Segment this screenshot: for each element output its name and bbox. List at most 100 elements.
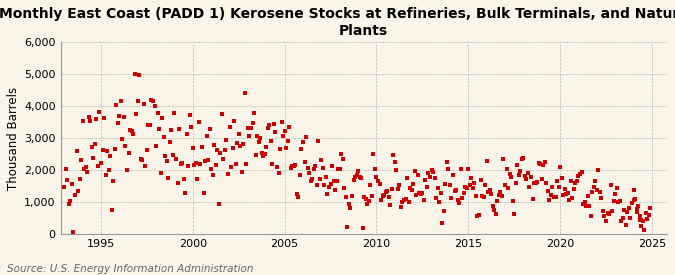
Point <box>591 188 602 192</box>
Point <box>311 183 322 187</box>
Point <box>76 158 86 162</box>
Point <box>111 103 122 107</box>
Point <box>166 128 177 132</box>
Point <box>244 133 255 138</box>
Point <box>596 196 607 200</box>
Point <box>306 176 317 181</box>
Point <box>183 163 194 168</box>
Point <box>160 153 171 158</box>
Point <box>221 138 232 142</box>
Point <box>252 134 263 139</box>
Point <box>334 167 345 172</box>
Point <box>595 190 605 194</box>
Point <box>284 125 294 129</box>
Point <box>92 163 103 168</box>
Point <box>68 230 79 235</box>
Point <box>493 192 504 197</box>
Point <box>328 179 339 183</box>
Point <box>539 160 550 165</box>
Point <box>331 179 342 183</box>
Point <box>298 140 308 145</box>
Point <box>613 200 624 205</box>
Point <box>636 224 647 229</box>
Point <box>325 182 336 186</box>
Point <box>449 189 460 193</box>
Point <box>194 120 205 125</box>
Point <box>373 179 383 183</box>
Point <box>79 167 90 171</box>
Point <box>189 163 200 167</box>
Point <box>230 161 241 166</box>
Point <box>339 186 350 190</box>
Point <box>261 144 271 149</box>
Point <box>437 220 448 225</box>
Point <box>620 223 631 228</box>
Point <box>631 210 642 214</box>
Point <box>134 73 144 77</box>
Point <box>74 177 85 181</box>
Point <box>438 208 449 213</box>
Point <box>394 183 405 187</box>
Point <box>420 177 431 182</box>
Point <box>466 176 477 180</box>
Point <box>99 116 109 120</box>
Point <box>632 204 643 208</box>
Point <box>489 207 500 212</box>
Point <box>356 176 367 180</box>
Point <box>558 192 568 197</box>
Point <box>142 147 153 152</box>
Point <box>406 188 417 192</box>
Point <box>227 145 238 150</box>
Point <box>531 181 541 185</box>
Point <box>561 192 572 196</box>
Point <box>327 164 338 168</box>
Point <box>589 185 599 189</box>
Point <box>115 99 126 103</box>
Point <box>377 193 388 198</box>
Point <box>612 186 622 191</box>
Point <box>322 192 333 197</box>
Point <box>65 199 76 203</box>
Point <box>113 121 124 125</box>
Point <box>461 186 472 190</box>
Point <box>201 134 212 138</box>
Point <box>178 177 189 182</box>
Point <box>516 156 527 161</box>
Point <box>300 135 311 139</box>
Point <box>537 176 547 181</box>
Point <box>434 199 445 204</box>
Point <box>495 189 506 194</box>
Point <box>374 182 385 186</box>
Point <box>143 123 154 128</box>
Point <box>248 111 259 116</box>
Point <box>351 173 362 178</box>
Point <box>155 170 166 175</box>
Point <box>258 154 269 158</box>
Point <box>445 182 456 187</box>
Point <box>464 183 475 188</box>
Point <box>632 204 643 208</box>
Point <box>363 199 374 204</box>
Point <box>151 144 161 148</box>
Point <box>169 111 180 115</box>
Point <box>469 181 480 186</box>
Point <box>186 125 196 130</box>
Point <box>77 119 88 123</box>
Point <box>583 193 593 198</box>
Point <box>161 159 172 163</box>
Point <box>400 197 411 202</box>
Point <box>90 142 101 146</box>
Point <box>562 191 573 195</box>
Point <box>80 165 91 170</box>
Point <box>477 193 487 198</box>
Point <box>357 226 368 230</box>
Point <box>241 162 252 166</box>
Point <box>568 186 579 191</box>
Point <box>389 160 400 164</box>
Point <box>547 185 558 189</box>
Point <box>359 194 370 199</box>
Point <box>555 165 566 170</box>
Point <box>614 198 625 203</box>
Point <box>163 176 173 181</box>
Point <box>238 142 248 147</box>
